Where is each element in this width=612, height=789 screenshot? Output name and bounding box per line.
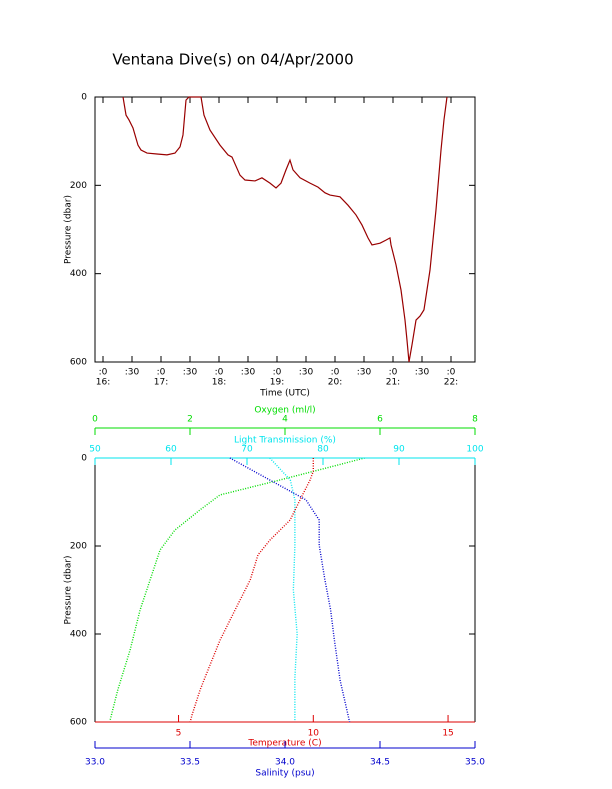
- y-tick-label: 400: [70, 269, 87, 279]
- y-tick-label: 0: [81, 454, 87, 464]
- x-tick-label: 50: [89, 445, 101, 455]
- profile-trace: [269, 457, 298, 722]
- x-tick-label: 70: [241, 445, 253, 455]
- x-tick-label: 20:: [328, 378, 342, 388]
- x-tick-label: 35.0: [465, 758, 485, 768]
- x-axis-label: Time (UTC): [259, 389, 310, 399]
- x-tick-label: :0: [447, 368, 456, 378]
- x-axis-label: Salinity (psu): [255, 769, 314, 779]
- y-tick-label: 200: [70, 542, 87, 552]
- x-tick-label: 10: [308, 729, 320, 739]
- x-tick-label: 18:: [212, 378, 226, 388]
- x-tick-label: 33.5: [180, 758, 200, 768]
- profile-trace: [189, 458, 314, 723]
- x-tick-label: :0: [157, 368, 166, 378]
- x-tick-label: :0: [99, 368, 108, 378]
- x-axis-label: Oxygen (ml/l): [254, 406, 315, 416]
- x-tick-label: :30: [183, 368, 198, 378]
- x-tick-label: 16:: [96, 378, 110, 388]
- x-tick-label: 60: [165, 445, 177, 455]
- x-tick-label: 80: [317, 445, 329, 455]
- x-tick-label: 34.5: [370, 758, 390, 768]
- x-tick-label: 8: [472, 415, 478, 425]
- y-tick-label: 600: [70, 358, 87, 368]
- x-tick-label: 4: [282, 415, 288, 425]
- chart-title: Ventana Dive(s) on 04/Apr/2000: [112, 51, 353, 69]
- x-tick-label: 33.0: [85, 758, 105, 768]
- y-tick-label: 400: [70, 630, 87, 640]
- x-tick-label: :30: [299, 368, 314, 378]
- x-tick-label: 90: [393, 445, 405, 455]
- x-axis-label: Light Transmission (%): [234, 436, 336, 446]
- x-tick-label: 0: [92, 415, 98, 425]
- x-tick-label: 100: [466, 445, 483, 455]
- y-tick-label: 0: [81, 93, 87, 103]
- x-tick-label: :0: [331, 368, 340, 378]
- x-tick-label: :30: [415, 368, 430, 378]
- y-tick-label: 600: [70, 718, 87, 728]
- x-tick-label: 6: [377, 415, 383, 425]
- x-tick-label: 22:: [444, 378, 458, 388]
- x-tick-label: 17:: [154, 378, 168, 388]
- plot-frame: [94, 96, 476, 363]
- x-tick-label: :30: [357, 368, 372, 378]
- x-tick-label: 34.0: [275, 758, 295, 768]
- y-axis-label: Pressure (dbar): [64, 195, 74, 264]
- x-tick-label: :0: [215, 368, 224, 378]
- x-tick-label: 19:: [270, 378, 284, 388]
- profile-trace: [229, 457, 351, 723]
- x-tick-label: 5: [176, 729, 182, 739]
- y-axis-label: Pressure (dbar): [64, 556, 74, 625]
- x-tick-label: :0: [273, 368, 282, 378]
- x-tick-label: 2: [187, 415, 193, 425]
- x-tick-label: :30: [241, 368, 256, 378]
- x-tick-label: 21:: [386, 378, 400, 388]
- y-tick-label: 200: [70, 181, 87, 191]
- x-tick-label: :0: [389, 368, 398, 378]
- x-tick-label: :30: [125, 368, 140, 378]
- pressure-line: [122, 96, 448, 363]
- x-tick-label: 15: [442, 729, 453, 739]
